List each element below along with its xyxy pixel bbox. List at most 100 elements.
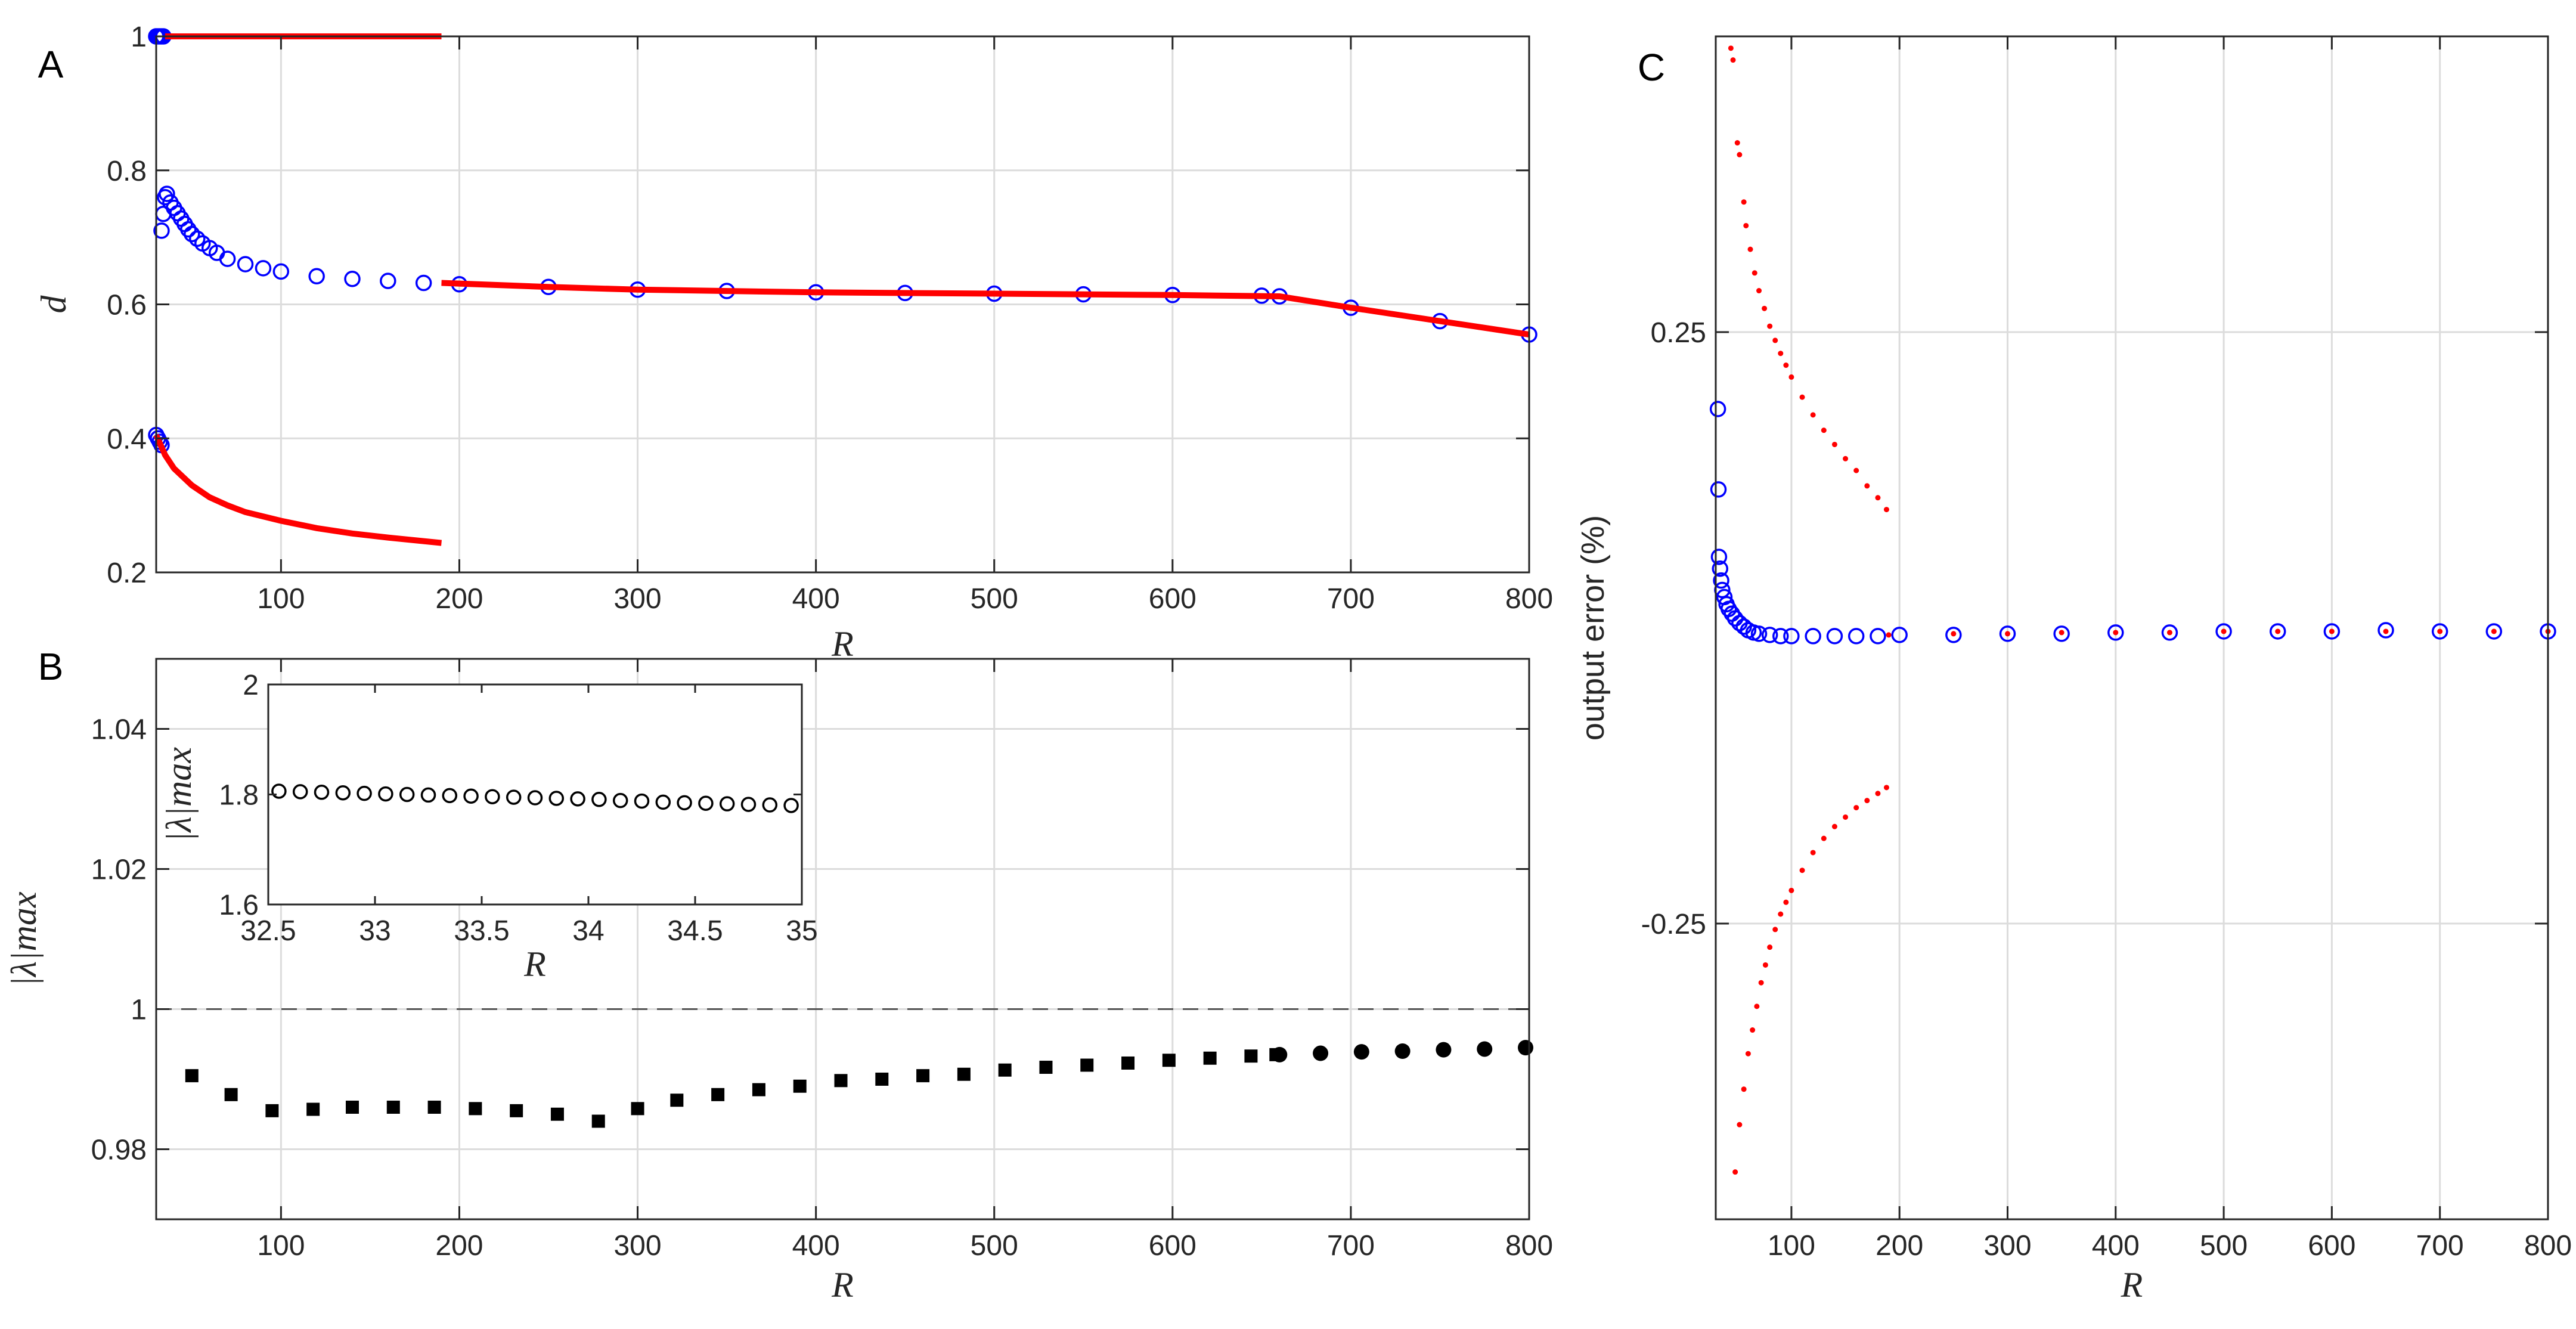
x-tick-label: 200	[1876, 1230, 1923, 1262]
data-point	[793, 1079, 807, 1093]
data-point	[2053, 625, 2070, 642]
data-point	[2166, 630, 2172, 636]
x-tick-label: 800	[1505, 1230, 1553, 1262]
axes-box	[155, 658, 1530, 1220]
data-point	[2113, 630, 2119, 636]
data-point	[1394, 1043, 1411, 1059]
data-point	[1951, 631, 1957, 637]
data-point	[386, 1101, 400, 1114]
data-point	[1788, 374, 1794, 380]
data-point	[2161, 624, 2178, 641]
data-point	[1710, 549, 1728, 565]
series-inset-circles	[271, 783, 799, 813]
data-point	[612, 792, 628, 808]
x-tick-label: 800	[2524, 1230, 2572, 1262]
series-red-line-lower-branch	[153, 433, 442, 546]
data-point	[1767, 944, 1773, 950]
series-red-dots-upper	[1728, 45, 1889, 513]
data-point	[2491, 628, 2497, 634]
data-point	[2431, 623, 2448, 640]
y-tick-label: 0.2	[107, 557, 147, 589]
data-point	[306, 1102, 320, 1116]
x-tick-label: 33.5	[454, 915, 509, 947]
data-point	[255, 260, 272, 277]
data-point	[527, 790, 543, 806]
x-axis-label: R	[523, 944, 546, 984]
y-tick-label: 2	[243, 670, 259, 701]
x-axis-label: R	[831, 624, 854, 664]
x-tick-label: 300	[613, 583, 661, 615]
panel-label: C	[1638, 46, 1665, 89]
y-axis-label: output error (%)	[1575, 515, 1611, 741]
data-point	[1730, 57, 1736, 63]
x-tick-label: 500	[971, 583, 1018, 615]
data-point	[1710, 481, 1727, 498]
data-point	[485, 789, 500, 804]
data-point	[1750, 1027, 1756, 1033]
data-point	[1772, 628, 1789, 645]
data-point	[957, 1067, 971, 1081]
x-tick-label: 400	[2092, 1230, 2140, 1262]
data-point	[631, 1102, 644, 1116]
data-point	[1945, 627, 1962, 643]
x-tick-label: 100	[1768, 1230, 1815, 1262]
y-tick-label: -0.25	[1641, 909, 1706, 940]
data-point	[740, 797, 757, 812]
data-point	[2485, 623, 2503, 640]
series-line	[441, 280, 1530, 338]
data-point	[1436, 1042, 1452, 1058]
plot-area	[1716, 36, 2548, 1219]
data-point	[2005, 631, 2011, 637]
series-line	[153, 433, 442, 546]
data-point	[634, 793, 650, 809]
data-point	[670, 1093, 684, 1107]
data-point	[292, 784, 308, 800]
data-point	[1752, 270, 1757, 276]
data-point	[1999, 625, 2016, 642]
x-tick-label: 700	[2416, 1230, 2464, 1262]
x-tick-label: 600	[2308, 1230, 2355, 1262]
data-point	[834, 1074, 848, 1088]
data-point	[2383, 628, 2389, 634]
data-point	[272, 263, 290, 280]
data-point	[427, 1101, 441, 1114]
data-point	[1313, 1045, 1329, 1061]
data-point	[1772, 927, 1778, 933]
data-point	[1767, 323, 1773, 329]
data-point	[1734, 140, 1740, 146]
data-point	[159, 185, 175, 202]
chart-panel-b: 100 200 300 400 500 600 700 800 0.98 1 1.02 1.04 R |λ…	[4, 645, 1553, 1305]
y-axis-label: |λ|max	[4, 891, 44, 986]
data-point	[2329, 628, 2335, 634]
x-tick-label: 600	[1149, 583, 1196, 615]
data-point	[1756, 288, 1762, 294]
data-point	[380, 272, 396, 289]
data-point	[237, 256, 254, 272]
y-tick-label: 1	[131, 995, 147, 1026]
data-point	[1728, 45, 1734, 51]
data-point	[1875, 495, 1881, 501]
data-point	[783, 798, 799, 813]
panel-label: A	[38, 43, 64, 86]
data-point	[2221, 628, 2227, 634]
data-point	[762, 797, 778, 813]
data-point	[420, 787, 436, 803]
data-point	[219, 250, 236, 267]
data-point	[1891, 627, 1908, 643]
data-point	[1244, 1049, 1258, 1063]
data-point	[1883, 785, 1889, 791]
x-tick-label: 400	[792, 583, 840, 615]
data-point	[1762, 305, 1768, 311]
data-point	[1726, 610, 1744, 627]
data-point	[1712, 560, 1729, 577]
data-point	[344, 271, 361, 287]
data-point	[1847, 628, 1865, 645]
x-tick-label: 35	[786, 915, 817, 947]
data-point	[998, 1063, 1012, 1077]
data-point	[570, 791, 585, 807]
data-point	[711, 1088, 725, 1101]
data-point	[1875, 791, 1881, 797]
x-tick-label: 400	[792, 1230, 840, 1262]
x-tick-label: 700	[1327, 1230, 1375, 1262]
data-point	[271, 783, 287, 799]
